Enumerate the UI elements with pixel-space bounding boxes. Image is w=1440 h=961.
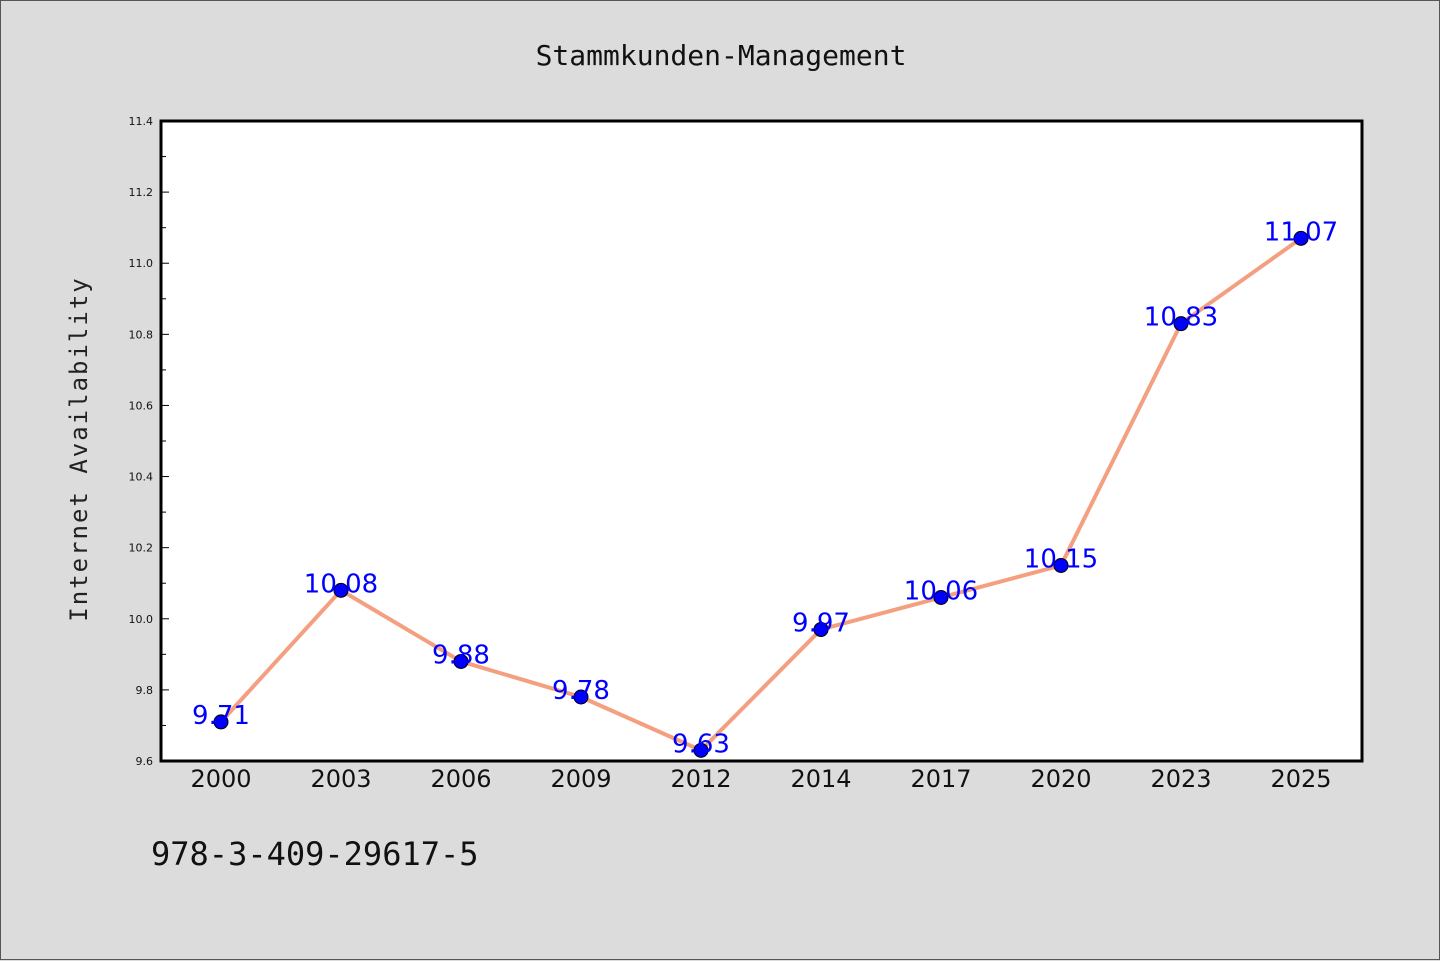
isbn-footer: 978-3-409-29617-5 <box>151 835 479 873</box>
series-line <box>219 236 1303 753</box>
x-tick-label: 2012 <box>670 765 731 793</box>
data-point <box>573 689 589 705</box>
data-point <box>933 589 949 605</box>
x-tick-label: 2017 <box>910 765 971 793</box>
x-tick-label: 2000 <box>190 765 251 793</box>
data-label: 9.63 <box>672 729 730 759</box>
x-tick-label: 2020 <box>1030 765 1091 793</box>
data-label: 9.71 <box>192 701 250 731</box>
data-point <box>453 653 469 669</box>
x-tick-label: 2023 <box>1150 765 1211 793</box>
data-label: 10.08 <box>304 569 378 599</box>
y-tick-label: 10.0 <box>129 613 154 626</box>
x-tick-label: 2009 <box>550 765 611 793</box>
y-tick-label: 11.4 <box>129 115 154 128</box>
y-tick-label: 9.6 <box>136 755 154 768</box>
x-tick-label: 2014 <box>790 765 851 793</box>
y-axis: 9.6 9.8 10.0 10.2 10.4 10.6 10.8 11.0 11.2 11.4 <box>129 115 169 768</box>
data-label: 10.06 <box>904 576 978 606</box>
y-tick-label: 11.0 <box>129 257 154 270</box>
data-label: 9.97 <box>792 608 850 638</box>
x-tick-label: 2003 <box>310 765 371 793</box>
data-labels: 9.71 10.08 9.88 9.78 9.63 9.97 10.06 10.15 10.83… <box>192 217 1338 759</box>
data-label: 9.88 <box>432 640 490 670</box>
y-tick-label: 10.4 <box>129 471 154 484</box>
y-tick-label: 11.2 <box>129 186 154 199</box>
x-tick-label: 2006 <box>430 765 491 793</box>
data-point <box>1293 230 1309 246</box>
data-point <box>693 742 709 758</box>
x-tick-label: 2025 <box>1270 765 1331 793</box>
chart-title: Stammkunden-Management <box>536 39 907 72</box>
data-point <box>813 621 829 637</box>
plot-area <box>161 121 1362 761</box>
data-point <box>213 714 229 730</box>
x-axis: 2000 2003 2006 2009 2012 2014 2017 2020 2023 2025 <box>190 765 1331 793</box>
plot-border <box>159 119 1364 763</box>
y-tick-label: 9.8 <box>136 684 154 697</box>
data-label: 10.15 <box>1024 544 1098 574</box>
data-label: 9.78 <box>552 676 610 706</box>
data-label: 11.07 <box>1264 217 1338 247</box>
data-markers <box>213 230 1309 758</box>
data-label: 10.83 <box>1144 303 1218 333</box>
y-tick-label: 10.2 <box>129 542 154 555</box>
data-point <box>333 582 349 598</box>
y-axis-label: Internet Availability <box>65 276 93 621</box>
data-point <box>1053 557 1069 573</box>
y-tick-label: 10.6 <box>129 399 154 412</box>
y-tick-label: 10.8 <box>129 328 154 341</box>
data-point <box>1173 316 1189 332</box>
